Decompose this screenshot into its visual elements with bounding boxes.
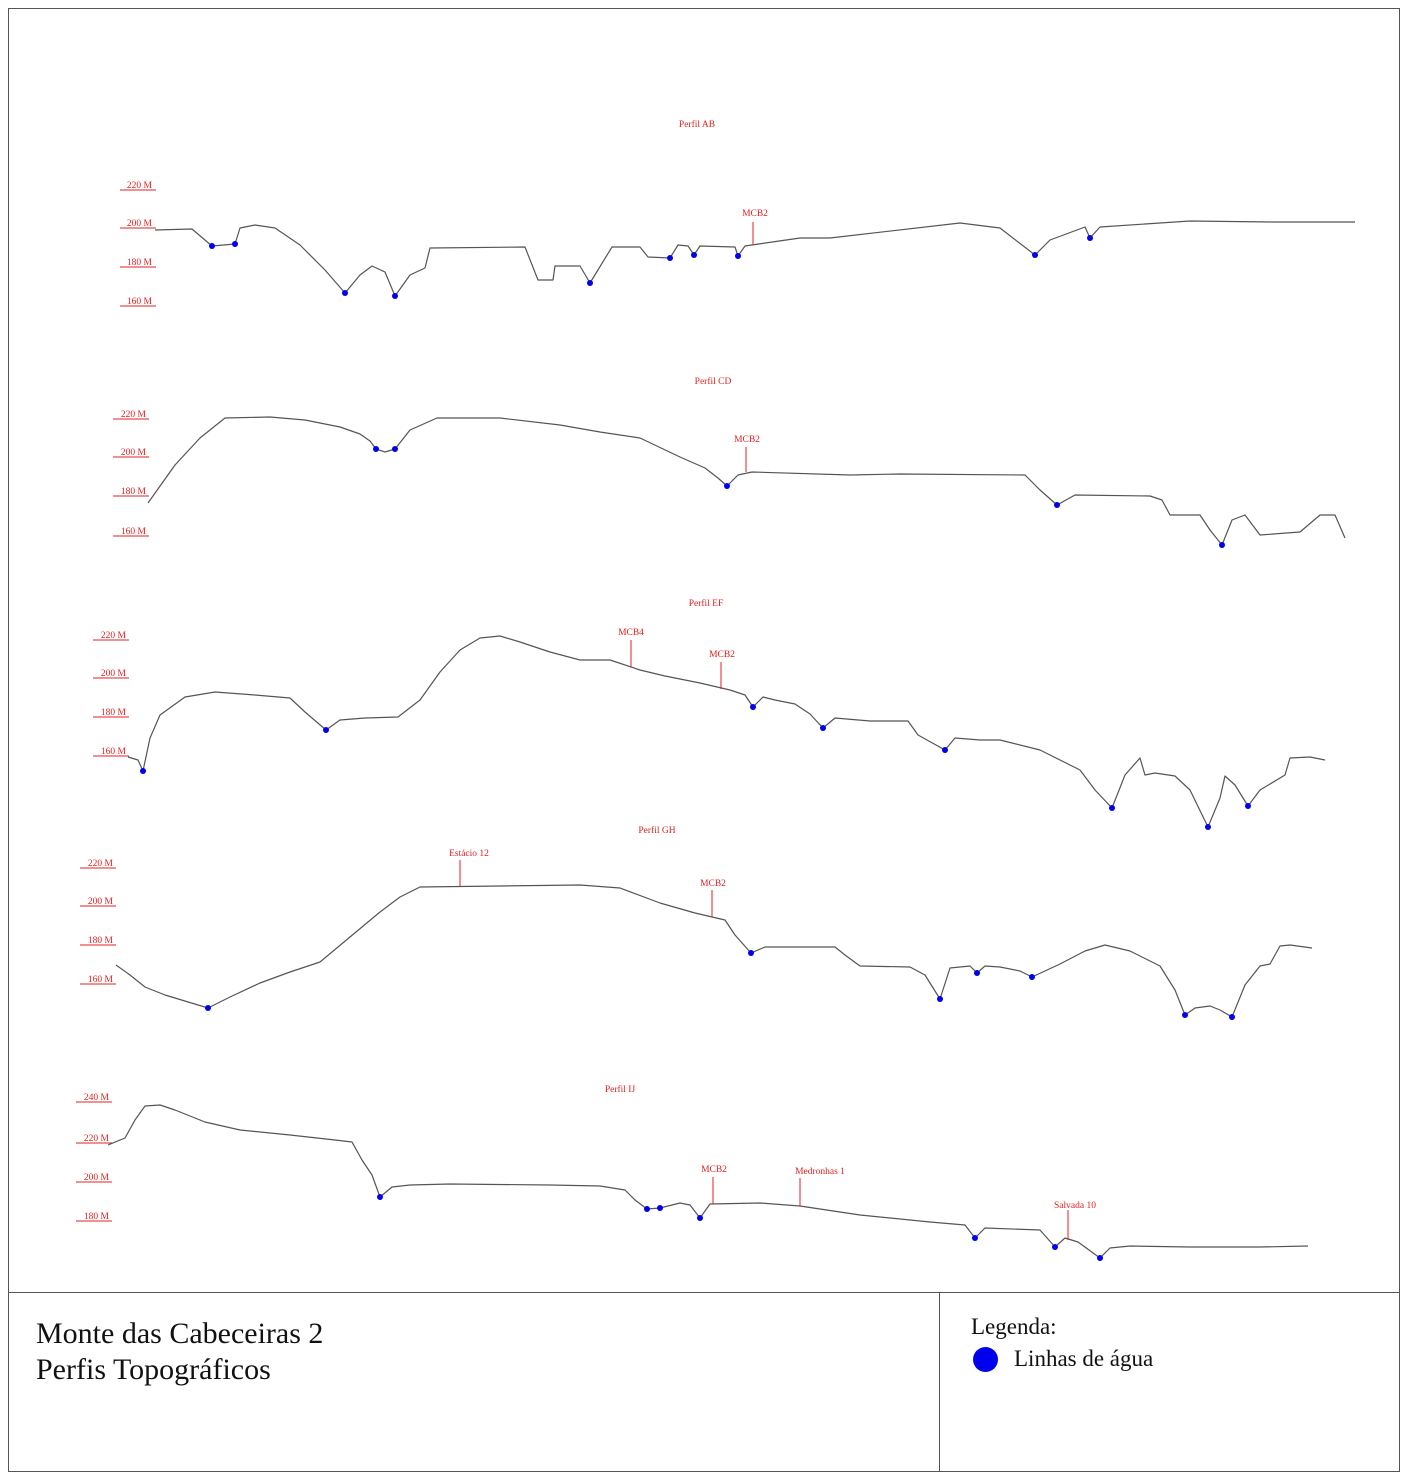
profile-5-water-point [657, 1205, 663, 1211]
profile-5-tick-label: 200 M [84, 1173, 110, 1183]
profile-4-tick-label: 160 M [88, 975, 114, 985]
map-subtitle: Perfis Topográficos [36, 1353, 271, 1386]
profile-3-tick-label: 160 M [101, 747, 127, 757]
profile-1-water-point [691, 252, 697, 258]
profile-3-water-point [1245, 803, 1251, 809]
profile-5-water-point [972, 1235, 978, 1241]
profile-2-tick-label: 220 M [121, 410, 147, 420]
profile-2-tick-label: 200 M [121, 448, 147, 458]
profile-1-water-point [735, 253, 741, 259]
profile-1-tick-label: 200 M [127, 219, 153, 229]
profile-4-title: Perfil GH [638, 825, 675, 836]
profile-4-water-point [1029, 974, 1035, 980]
profile-2-water-point [724, 483, 730, 489]
map-title-block: Monte das Cabeceiras 2 Perfis Topográfic… [36, 1316, 323, 1388]
profile-3-terrain-line [127, 635, 1326, 828]
profile-1-terrain-line [154, 220, 1355, 297]
legend-title: Legenda: [971, 1314, 1057, 1339]
profile-1-water-point [232, 241, 238, 247]
profile-5-terrain-line [107, 1104, 1309, 1259]
profile-3-water-point [323, 727, 329, 733]
profile-5-water-point [1097, 1255, 1103, 1261]
profile-4-tick-label: 220 M [88, 859, 114, 869]
profile-5-annotation-label: Medronhas 1 [795, 1167, 845, 1177]
profile-5-annotation-label: MCB2 [701, 1165, 727, 1175]
profile-3-annotation-label: MCB4 [618, 628, 644, 638]
profile-3-water-point [1205, 824, 1211, 830]
profile-3-tick-label: 180 M [101, 708, 127, 718]
profile-1-water-point [1087, 235, 1093, 241]
profile-1-tick-label: 180 M [127, 258, 153, 268]
profile-2-tick-label: 180 M [121, 487, 147, 497]
profile-2-water-point [1054, 502, 1060, 508]
profile-3-annotation-label: MCB2 [709, 650, 735, 660]
map-frame [8, 8, 1400, 1472]
profile-5-tick-label: 180 M [84, 1212, 110, 1222]
legend-divider [939, 1292, 940, 1472]
profile-4-tick-label: 180 M [88, 936, 114, 946]
profiles-chart: Perfil AB 220 M 200 M 180 M 160 M MCB2 Perfil … [76, 119, 1355, 1261]
legend: Legenda: Linhas de água [971, 1314, 1153, 1372]
profile-1-water-point [342, 290, 348, 296]
profile-5-title: Perfil IJ [605, 1084, 636, 1095]
profile-3-title: Perfil EF [689, 598, 724, 609]
profile-1-water-point [667, 255, 673, 261]
profile-1-water-point [1032, 252, 1038, 258]
profile-4-annotation-label: Estácio 12 [449, 849, 489, 859]
profile-2-water-point [392, 446, 398, 452]
profile-2-annotation-label: MCB2 [734, 435, 760, 445]
profile-1-water-point [209, 243, 215, 249]
profile-4-tick-label: 200 M [88, 897, 114, 907]
profile-4-water-point [974, 970, 980, 976]
profile-1-tick-label: 160 M [127, 297, 153, 307]
profile-1-title: Perfil AB [679, 119, 715, 130]
legend-item-water-lines: Linhas de água [973, 1346, 1153, 1372]
profile-1-water-point [392, 293, 398, 299]
profile-4-water-point [1182, 1012, 1188, 1018]
profile-4-annotation-label: MCB2 [700, 879, 726, 889]
profile-1-annotation-label: MCB2 [742, 209, 768, 219]
profile-5-water-point [697, 1215, 703, 1221]
profile-5-tick-label: 240 M [84, 1093, 110, 1103]
profile-3-tick-label: 200 M [101, 669, 127, 679]
profile-2-water-point [373, 446, 379, 452]
profile-4-water-point [205, 1005, 211, 1011]
profile-2-tick-label: 160 M [121, 527, 147, 537]
profile-1-tick-label: 220 M [127, 181, 153, 191]
profile-3-water-point [140, 768, 146, 774]
legend-item-label: Linhas de água [1014, 1346, 1154, 1371]
profile-4-water-point [937, 996, 943, 1002]
profile-5-tick-label: 220 M [84, 1134, 110, 1144]
bottom-divider [8, 1292, 1400, 1293]
profile-3-water-point [820, 725, 826, 731]
profile-2-title: Perfil CD [695, 376, 732, 387]
map-title: Monte das Cabeceiras 2 [36, 1317, 324, 1350]
profile-2-water-point [1219, 542, 1225, 548]
profile-5-water-point [644, 1206, 650, 1212]
profile-3-water-point [1109, 805, 1115, 811]
profile-3-water-point [750, 704, 756, 710]
profile-4-terrain-line [115, 884, 1313, 1018]
profile-4-water-point [1229, 1014, 1235, 1020]
profile-3-tick-label: 220 M [101, 631, 127, 641]
profile-5-annotation-label: Salvada 10 [1054, 1201, 1096, 1211]
profile-4-water-point [748, 950, 754, 956]
water-point-dot-icon [973, 1346, 998, 1372]
profile-5-water-point [1052, 1244, 1058, 1250]
profile-3-water-point [942, 747, 948, 753]
profile-5-water-point [377, 1194, 383, 1200]
profile-1-water-point [587, 280, 593, 286]
